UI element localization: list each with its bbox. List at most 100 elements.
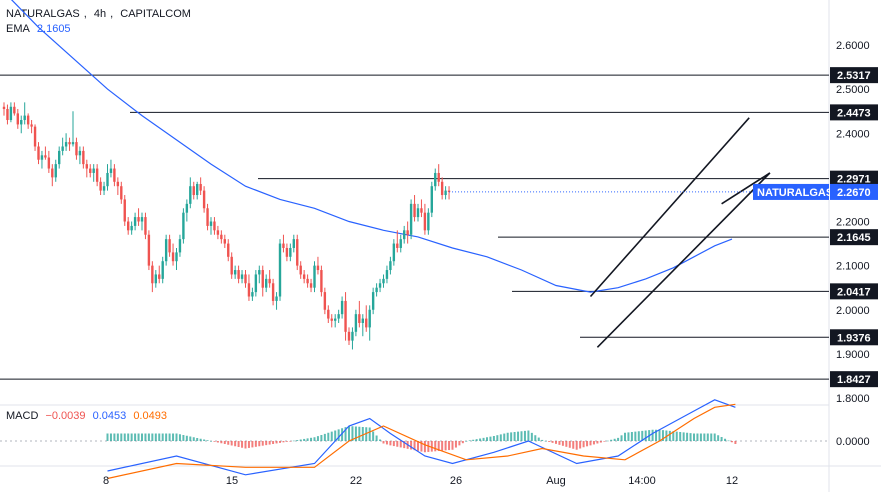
candle-body: [444, 190, 447, 196]
candle-body: [26, 115, 30, 125]
macd-histogram-bar: [613, 438, 616, 441]
macd-histogram-bar: [706, 433, 709, 441]
macd-histogram-bar: [127, 433, 130, 441]
macd-histogram-bar: [137, 433, 140, 441]
macd-histogram-bar: [575, 441, 578, 450]
macd-histogram-bar: [189, 436, 192, 441]
macd-histogram-bar: [630, 432, 633, 441]
level-price-tag-label: 2.0417: [837, 286, 871, 298]
channel-upper-line: [589, 117, 750, 298]
candle-body: [113, 168, 116, 182]
candle-body: [106, 172, 109, 187]
candle-body: [23, 115, 26, 121]
candle-body: [44, 155, 47, 158]
candle-body: [20, 120, 23, 125]
symbol-price-badge: [753, 183, 829, 200]
macd-histogram-bar: [713, 433, 716, 441]
macd-histogram-bar: [368, 427, 371, 441]
candle-body: [9, 106, 13, 121]
macd-histogram-bar: [527, 430, 530, 441]
macd-histogram-bar: [727, 440, 730, 442]
macd-histogram-bar: [230, 441, 233, 446]
candle-body: [202, 190, 206, 209]
macd-histogram-bar: [441, 441, 444, 451]
macd-histogram-bar: [172, 433, 175, 441]
macd-histogram-bar: [247, 441, 250, 448]
candle-body: [289, 247, 292, 257]
macd-histogram-bar: [258, 441, 261, 447]
candle-body: [316, 265, 320, 271]
macd-histogram-bar: [551, 441, 554, 443]
macd-histogram-bar: [223, 441, 226, 444]
level-price-tag: [830, 329, 878, 346]
candle-body: [282, 243, 285, 248]
candle-body: [447, 190, 451, 192]
candle-body: [416, 208, 420, 218]
candle-body: [13, 106, 16, 114]
candle-body: [2, 106, 6, 109]
macd-histogram-bar: [323, 433, 326, 441]
macd-histogram-bar: [109, 433, 112, 441]
macd-histogram-bar: [361, 427, 364, 441]
candle-body: [40, 155, 44, 160]
macd-histogram-bar: [534, 435, 537, 441]
macd-tick-label: 0.0000: [836, 436, 870, 448]
macd-histogram-bar: [720, 437, 723, 441]
macd-histogram-bar: [582, 441, 585, 448]
macd-histogram-bar: [272, 441, 275, 444]
channel-lower-line: [596, 172, 771, 348]
macd-histogram-bar: [389, 441, 392, 446]
macd-histogram-bar: [572, 441, 575, 449]
macd-histogram-bar: [385, 441, 388, 445]
candle-body: [213, 221, 216, 231]
candle-body: [47, 157, 51, 169]
candle-body: [440, 181, 444, 196]
macd-histogram-bar: [644, 430, 647, 441]
ema-line: [10, 0, 733, 293]
macd-histogram-bar: [454, 441, 457, 448]
candle-body: [292, 239, 295, 248]
price-tick-label: 2.6000: [836, 40, 870, 52]
candle-body: [75, 142, 78, 156]
candle-body: [64, 142, 68, 147]
candle-body: [233, 270, 237, 275]
candle-body: [403, 230, 406, 240]
candle-body: [178, 239, 182, 253]
macd-histogram-bar: [606, 440, 609, 442]
macd-histogram-bar: [220, 441, 223, 444]
time-tick-label: 26: [450, 475, 462, 487]
candle-body: [109, 168, 113, 173]
macd-histogram-bar: [506, 432, 509, 441]
symbol-label: NATURALGAS: [6, 8, 80, 20]
level-price-tag: [830, 67, 878, 84]
macd-histogram-bar: [192, 437, 195, 441]
ema-value: 2.1605: [36, 23, 71, 35]
source-label: CAPITALCOM: [120, 8, 191, 20]
macd-histogram-bar: [717, 435, 720, 441]
candle-body: [16, 113, 19, 125]
macd-histogram-bar: [617, 437, 620, 441]
macd-line: [107, 399, 736, 476]
macd-histogram-bar: [178, 434, 181, 441]
candle-body: [189, 186, 192, 204]
macd-histogram-bar: [655, 429, 658, 441]
macd-histogram-bar: [558, 441, 561, 445]
candle-body: [327, 309, 330, 319]
macd-histogram-bar: [410, 441, 413, 450]
candle-body: [423, 212, 427, 231]
candle-body: [33, 126, 37, 147]
macd-histogram-bar: [334, 430, 337, 441]
macd-histogram-bar: [627, 432, 630, 441]
macd-histogram-bar: [244, 441, 247, 449]
candle-body: [154, 274, 157, 284]
macd-histogram-bar: [354, 426, 357, 441]
macd-histogram-bar: [637, 431, 640, 441]
macd-line-value: 0.0453: [92, 410, 127, 422]
macd-histogram-bar: [285, 441, 288, 442]
macd-histogram-bar: [303, 438, 306, 441]
candle-body: [247, 283, 251, 297]
macd-histogram-bar: [699, 433, 702, 441]
macd-histogram-bar: [413, 441, 416, 451]
level-price-tag-label: 1.8427: [837, 374, 871, 386]
